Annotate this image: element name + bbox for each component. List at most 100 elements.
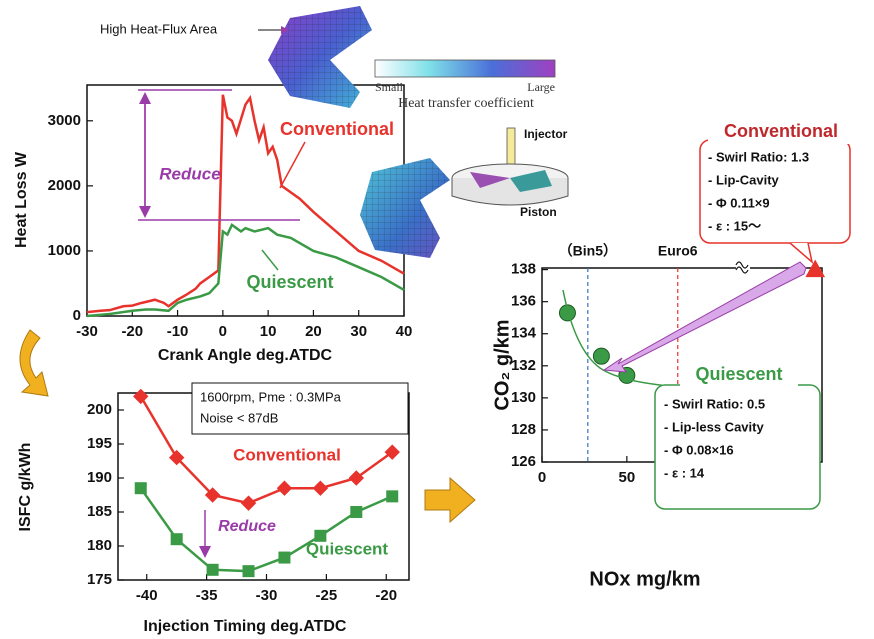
marker (350, 506, 363, 518)
marker (805, 259, 826, 278)
callout-title-bg (708, 120, 854, 144)
y-axis-label: ISFC g/kWh (17, 443, 34, 532)
marker (168, 449, 185, 466)
color-scale (374, 59, 556, 78)
series-line (86, 223, 405, 318)
x-axis-label: Injection Timing deg.ATDC (144, 618, 347, 635)
series-label: Quiescent (306, 539, 389, 558)
x-tick-label: 0 (538, 469, 546, 486)
y-tick-label: 132 (511, 357, 536, 374)
y-tick-label: 185 (87, 503, 112, 520)
y-axis-label: CO₂ g/km (491, 319, 513, 410)
spec-item: - Lip-less Cavity (664, 419, 764, 434)
series-label: Conventional (280, 119, 394, 139)
x-tick-label: -20 (121, 323, 143, 340)
marker (278, 551, 291, 564)
inset-label: Injector (524, 127, 568, 141)
leader-line (279, 141, 306, 189)
injector-piston-image (451, 127, 569, 206)
x-tick-label: 20 (305, 323, 322, 340)
marker (134, 482, 147, 495)
marker (240, 495, 257, 511)
marker (276, 480, 293, 496)
callout-title: Quiescent (695, 364, 782, 384)
x-tick-label: 50 (619, 469, 636, 486)
x-tick-label: 10 (260, 323, 277, 340)
inset-label: Piston (520, 205, 557, 219)
y-tick-label: 126 (511, 453, 536, 470)
y-tick-label: 175 (87, 571, 112, 588)
marker (133, 388, 149, 405)
x-tick-label: -30 (76, 323, 98, 340)
x-axis-label: NOx mg/km (589, 568, 700, 590)
marker (206, 563, 219, 576)
marker (312, 480, 329, 496)
change-arrow (602, 261, 807, 373)
x-tick-label: -20 (375, 587, 397, 604)
x-tick-label: 30 (350, 323, 367, 340)
callout-title: Conventional (724, 121, 838, 141)
y-tick-label: 1000 (48, 242, 81, 259)
x-axis-label: Crank Angle deg.ATDC (158, 347, 333, 364)
flow-arrow (424, 476, 476, 524)
y-tick-label: 2000 (48, 177, 81, 194)
spec-item: - Φ 0.11×9 (708, 195, 770, 210)
y-tick-label: 195 (87, 435, 112, 452)
mesh-image-top (268, 6, 372, 108)
y-tick-label: 0 (73, 307, 81, 324)
marker (592, 347, 610, 365)
y-tick-label: 200 (87, 401, 112, 418)
callout-pointer (789, 242, 814, 265)
x-tick-label: -30 (256, 587, 278, 604)
spec-item: - ε : 14 (664, 465, 705, 480)
mesh-image-bottom (360, 158, 450, 258)
marker (314, 529, 327, 542)
condition: Noise < 87dB (200, 410, 278, 425)
leader-line (261, 249, 279, 271)
spec-item: - ε : 15～ (708, 218, 761, 233)
scale-label: Small (375, 80, 404, 94)
marker (204, 487, 221, 503)
spec-item: - Φ 0.08×16 (664, 442, 734, 457)
x-tick-label: -25 (316, 587, 338, 604)
series-line (86, 94, 405, 314)
scale-title: Heat transfer coefficient (398, 96, 534, 111)
conditions-box (191, 382, 409, 435)
y-tick-label: 190 (87, 469, 112, 486)
y-tick-label: 138 (511, 261, 536, 278)
marker (170, 533, 183, 546)
spec-item: - Lip-Cavity (708, 172, 780, 187)
series-label: Conventional (233, 445, 341, 464)
y-tick-label: 3000 (48, 112, 81, 129)
y-tick-label: 130 (511, 389, 536, 406)
marker (386, 490, 399, 503)
y-tick-label: 136 (511, 293, 536, 310)
reduce-indicator (138, 89, 300, 221)
marker (348, 470, 365, 486)
spec-item: - Swirl Ratio: 0.5 (664, 396, 765, 411)
inset-label: High Heat-Flux Area (100, 21, 218, 36)
x-tick-label: -35 (196, 587, 218, 604)
y-axis-label: Heat Loss W (13, 151, 30, 248)
x-tick-label: 0 (219, 323, 227, 340)
y-tick-label: 134 (511, 325, 537, 342)
annotation: Reduce (159, 164, 220, 183)
marker (242, 565, 255, 578)
y-tick-label: 128 (511, 421, 536, 438)
x-tick-label: -40 (136, 587, 158, 604)
callout-title-bg (680, 362, 798, 388)
flow-arrow (19, 329, 49, 397)
x-tick-label: -10 (167, 323, 189, 340)
series-label: Quiescent (246, 272, 333, 292)
y-tick-label: 180 (87, 537, 112, 554)
marker (558, 304, 576, 322)
marker (384, 444, 400, 460)
reference-label: Euro6 (658, 243, 698, 259)
annotation: Reduce (218, 518, 276, 535)
scale-label: Large (527, 80, 555, 94)
reference-label: （Bin5） (559, 243, 617, 259)
condition: 1600rpm, Pme : 0.3MPa (200, 389, 342, 404)
x-tick-label: 40 (396, 323, 413, 340)
